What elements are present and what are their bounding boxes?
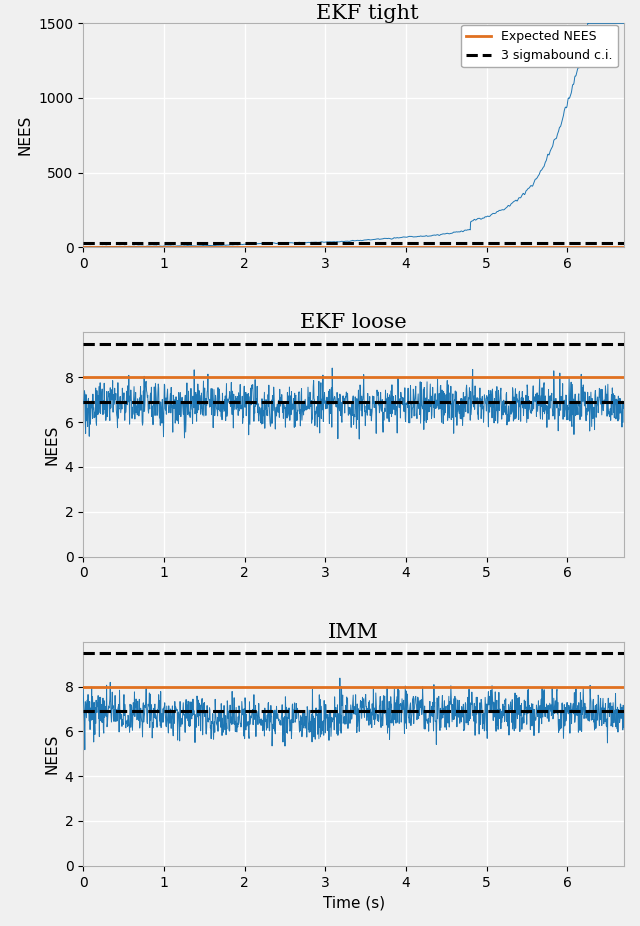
3 sigmabound c.i. <box>160 238 168 249</box>
Expected NEES <box>160 241 168 252</box>
Expected NEES <box>79 241 87 252</box>
Legend: Expected NEES, 3 sigmabound c.i.: Expected NEES, 3 sigmabound c.i. <box>461 25 618 68</box>
Text: EKF tight: EKF tight <box>316 4 419 23</box>
X-axis label: Time (s): Time (s) <box>323 895 385 910</box>
Y-axis label: NEES: NEES <box>44 424 59 465</box>
Y-axis label: NEES: NEES <box>18 115 33 156</box>
3 sigmabound c.i. <box>79 238 87 249</box>
Y-axis label: NEES: NEES <box>44 733 59 774</box>
Title: EKF loose: EKF loose <box>300 313 407 332</box>
Title: IMM: IMM <box>328 622 379 642</box>
